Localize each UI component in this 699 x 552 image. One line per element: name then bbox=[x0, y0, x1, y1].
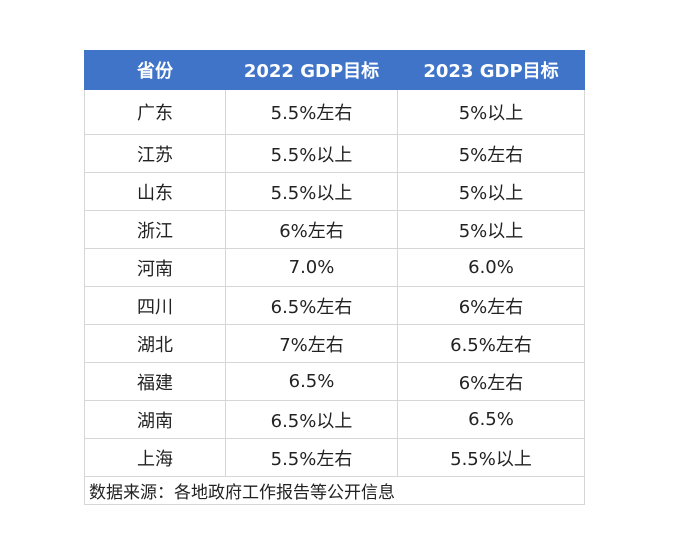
table-row: 河南 7.0% 6.0% bbox=[84, 248, 585, 287]
table-row: 浙江 6%左右 5%以上 bbox=[84, 210, 585, 249]
cell-2022-target: 6%左右 bbox=[225, 210, 398, 249]
gdp-target-table: 省份 2022 GDP目标 2023 GDP目标 广东 5.5%左右 5%以上 … bbox=[84, 50, 585, 505]
cell-2022-target: 7%左右 bbox=[225, 324, 398, 363]
cell-province: 福建 bbox=[84, 362, 226, 401]
header-2022-target: 2022 GDP目标 bbox=[225, 50, 398, 90]
table-row: 山东 5.5%以上 5%以上 bbox=[84, 172, 585, 211]
table-row: 广东 5.5%左右 5%以上 bbox=[84, 89, 585, 135]
cell-2023-target: 5%以上 bbox=[397, 210, 585, 249]
cell-2023-target: 6.5% bbox=[397, 400, 585, 439]
cell-2022-target: 5.5%左右 bbox=[225, 438, 398, 477]
cell-2022-target: 7.0% bbox=[225, 248, 398, 287]
cell-2023-target: 6%左右 bbox=[397, 362, 585, 401]
cell-2023-target: 5.5%以上 bbox=[397, 438, 585, 477]
header-province: 省份 bbox=[84, 50, 226, 90]
cell-province: 山东 bbox=[84, 172, 226, 211]
cell-2023-target: 6%左右 bbox=[397, 286, 585, 325]
source-row: 数据来源：各地政府工作报告等公开信息 bbox=[84, 476, 585, 505]
cell-2022-target: 5.5%以上 bbox=[225, 172, 398, 211]
table-row: 四川 6.5%左右 6%左右 bbox=[84, 286, 585, 325]
cell-2023-target: 6.0% bbox=[397, 248, 585, 287]
cell-2023-target: 6.5%左右 bbox=[397, 324, 585, 363]
cell-province: 湖北 bbox=[84, 324, 226, 363]
cell-2022-target: 5.5%左右 bbox=[225, 89, 398, 135]
cell-province: 江苏 bbox=[84, 134, 226, 173]
gdp-target-table-container: 省份 2022 GDP目标 2023 GDP目标 广东 5.5%左右 5%以上 … bbox=[84, 50, 585, 505]
cell-province: 四川 bbox=[84, 286, 226, 325]
cell-province: 河南 bbox=[84, 248, 226, 287]
cell-province: 湖南 bbox=[84, 400, 226, 439]
table-row: 湖北 7%左右 6.5%左右 bbox=[84, 324, 585, 363]
cell-2022-target: 6.5%左右 bbox=[225, 286, 398, 325]
table-row: 上海 5.5%左右 5.5%以上 bbox=[84, 438, 585, 477]
cell-2022-target: 6.5% bbox=[225, 362, 398, 401]
cell-2023-target: 5%以上 bbox=[397, 89, 585, 135]
cell-province: 浙江 bbox=[84, 210, 226, 249]
table-row: 湖南 6.5%以上 6.5% bbox=[84, 400, 585, 439]
cell-2022-target: 5.5%以上 bbox=[225, 134, 398, 173]
cell-2023-target: 5%左右 bbox=[397, 134, 585, 173]
cell-2022-target: 6.5%以上 bbox=[225, 400, 398, 439]
table-header: 省份 2022 GDP目标 2023 GDP目标 bbox=[84, 50, 585, 90]
header-row: 省份 2022 GDP目标 2023 GDP目标 bbox=[84, 50, 585, 90]
cell-2023-target: 5%以上 bbox=[397, 172, 585, 211]
source-note: 数据来源：各地政府工作报告等公开信息 bbox=[84, 476, 585, 505]
cell-province: 广东 bbox=[84, 89, 226, 135]
table-body: 广东 5.5%左右 5%以上 江苏 5.5%以上 5%左右 山东 5.5%以上 … bbox=[84, 89, 585, 505]
header-2023-target: 2023 GDP目标 bbox=[397, 50, 585, 90]
table-row: 江苏 5.5%以上 5%左右 bbox=[84, 134, 585, 173]
table-row: 福建 6.5% 6%左右 bbox=[84, 362, 585, 401]
cell-province: 上海 bbox=[84, 438, 226, 477]
